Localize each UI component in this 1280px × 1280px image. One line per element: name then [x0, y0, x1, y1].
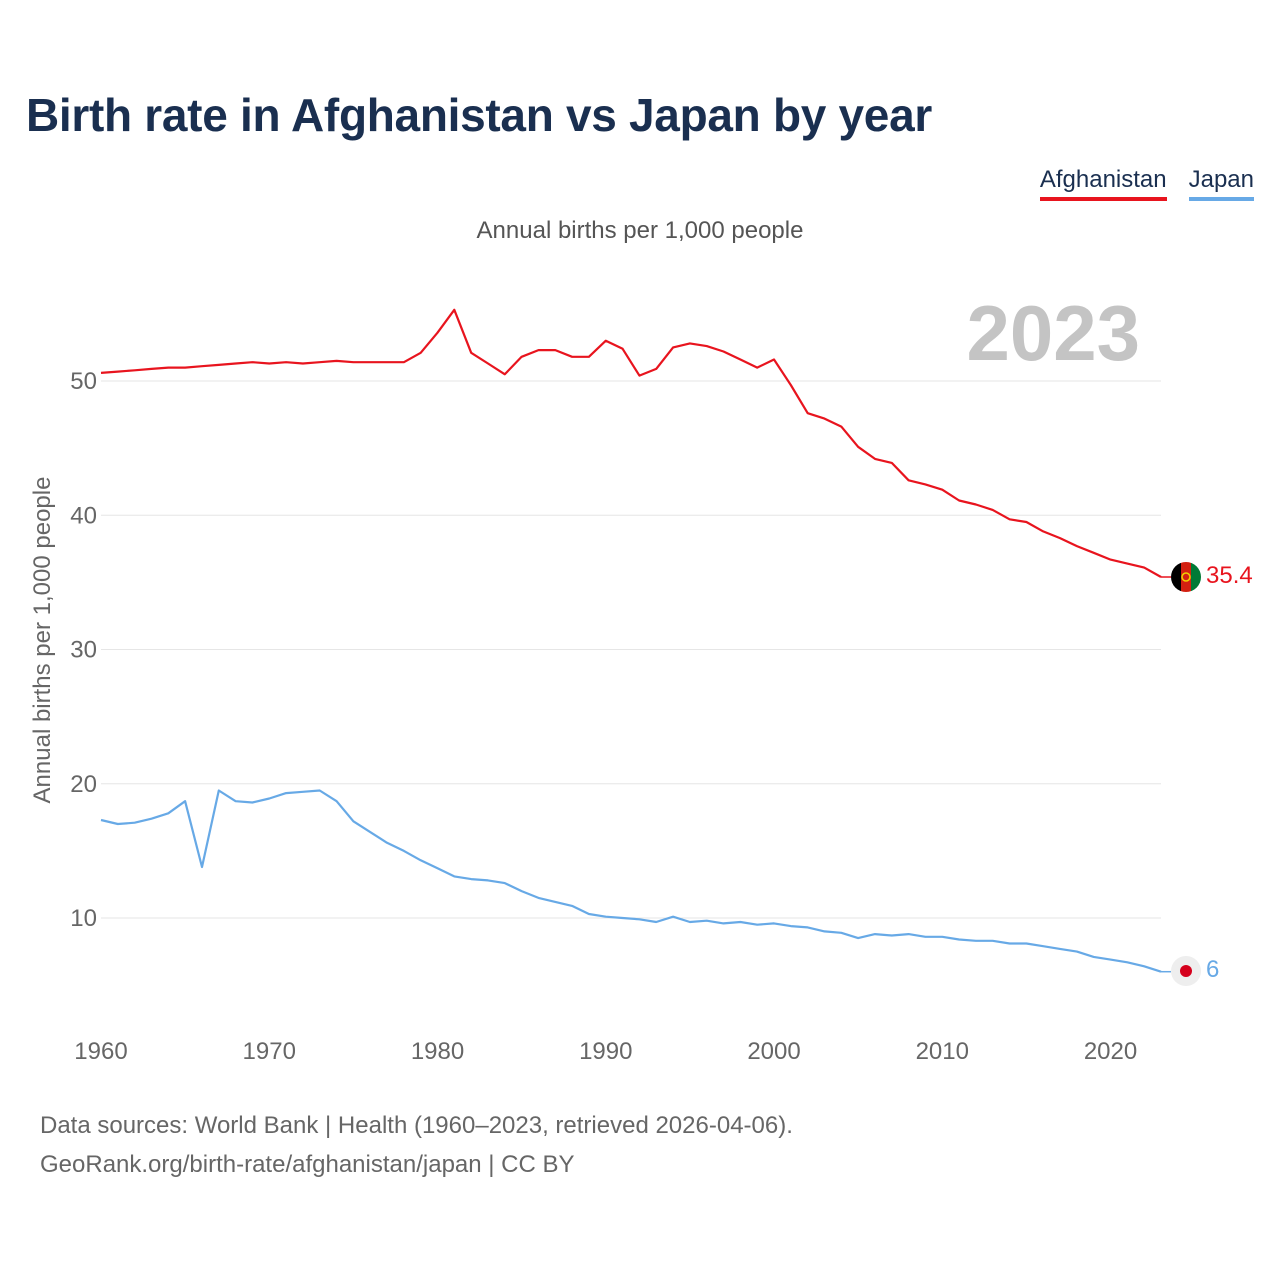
- x-tick-label: 2020: [1084, 1038, 1137, 1065]
- series-line-japan: [100, 789, 1162, 973]
- japan-flag-icon: [1171, 956, 1201, 986]
- x-axis-ticks: 1960 1970 1980 1990 2000 2010 2020: [74, 1038, 1137, 1065]
- x-tick-label: 2000: [747, 1038, 800, 1065]
- y-tick-label: 40: [70, 502, 97, 529]
- footer: Data sources: World Bank | Health (1960–…: [40, 1106, 793, 1184]
- y-tick-label: 30: [70, 637, 97, 664]
- x-tick-label: 1990: [579, 1038, 632, 1065]
- afghanistan-flag-icon: [1171, 562, 1201, 592]
- gridlines: [101, 380, 1161, 919]
- afghanistan-end-label: 35.4: [1206, 562, 1253, 589]
- y-tick-label: 20: [70, 771, 97, 798]
- legend: Afghanistan Japan: [1039, 166, 1254, 201]
- y-tick-label: 50: [70, 368, 97, 395]
- x-tick-label: 2010: [916, 1038, 969, 1065]
- year-watermark: 2023: [966, 289, 1140, 377]
- series-line-afghanistan: [100, 308, 1162, 578]
- chart-subtitle: Annual births per 1,000 people: [476, 217, 804, 244]
- y-axis-label: Annual births per 1,000 people: [29, 477, 56, 804]
- legend-item-afghanistan[interactable]: Afghanistan: [1039, 166, 1167, 201]
- footer-url: GeoRank.org/birth-rate/afghanistan/japan…: [40, 1151, 575, 1178]
- japan-end-label: 6: [1206, 956, 1219, 983]
- series-lines: [100, 308, 1171, 973]
- y-axis-ticks: 10 20 30 40 50: [70, 368, 97, 932]
- x-tick-label: 1960: [74, 1038, 127, 1065]
- footer-source: Data sources: World Bank | Health (1960–…: [40, 1112, 793, 1139]
- y-tick-label: 10: [70, 905, 97, 932]
- x-tick-label: 1980: [411, 1038, 464, 1065]
- chart-title: Birth rate in Afghanistan vs Japan by ye…: [26, 89, 932, 141]
- legend-item-japan[interactable]: Japan: [1188, 166, 1254, 201]
- x-tick-label: 1970: [243, 1038, 296, 1065]
